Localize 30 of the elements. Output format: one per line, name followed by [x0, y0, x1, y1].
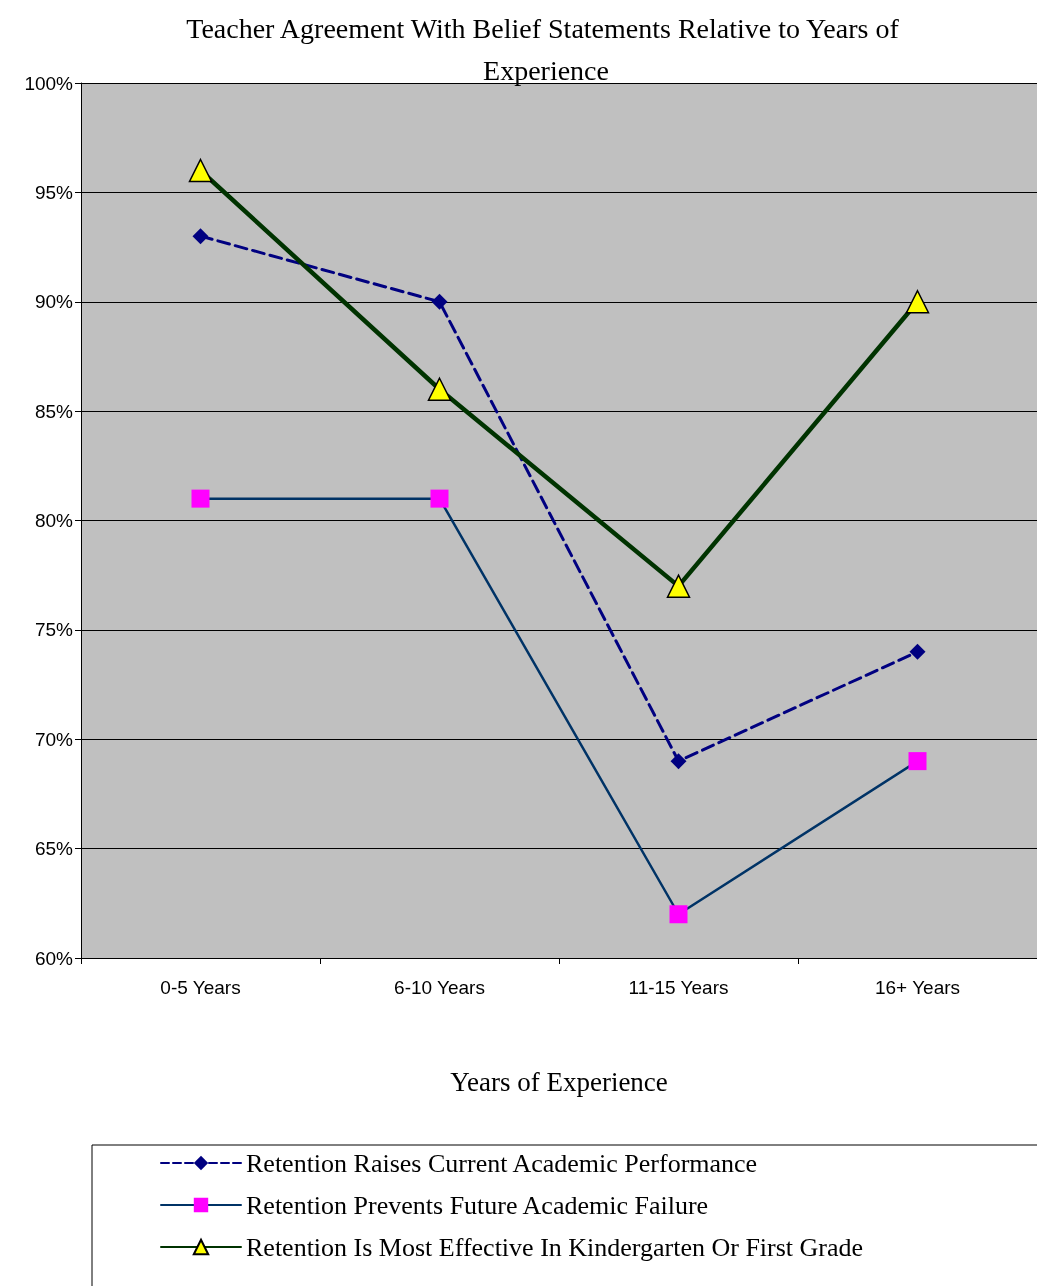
point [669, 905, 688, 924]
point [188, 158, 213, 183]
x-tick-label: 16+ Years [874, 977, 961, 998]
legend-label: Retention Raises Current Academic Performance [246, 1148, 758, 1178]
x-tick-label: 6-10 Years [394, 977, 485, 998]
chart-title: Teacher Agreement With Belief Statements Relative to Years of Experience [186, 12, 906, 86]
point [666, 574, 691, 598]
legend-label: Retention Prevents Future Academic Failure [246, 1190, 709, 1220]
x-tick-label: 11-15 Years [628, 977, 729, 998]
y-tick-label: 70% [34, 728, 74, 750]
point [191, 489, 210, 508]
point [431, 293, 448, 310]
point [909, 643, 926, 660]
y-tick-label: 100% [24, 72, 74, 94]
y-tick-label: 60% [34, 947, 74, 969]
y-tick-label: 90% [34, 291, 74, 313]
y-tick-label: 65% [34, 838, 74, 860]
y-tick-label: 80% [34, 510, 74, 531]
point [908, 752, 927, 771]
point [670, 753, 687, 770]
point [430, 489, 449, 508]
y-tick-label: 75% [34, 619, 74, 641]
legend-label: Retention Is Most Effective In Kindergarten Or First Grade [246, 1232, 864, 1262]
x-axis-title: Years of Experience [450, 1066, 668, 1097]
point [427, 377, 452, 401]
y-tick-label: 85% [34, 400, 74, 422]
x-tick-label: 0-5 Years [160, 977, 241, 998]
y-tick-label: 95% [34, 181, 74, 203]
point [192, 228, 209, 245]
point [905, 290, 930, 314]
